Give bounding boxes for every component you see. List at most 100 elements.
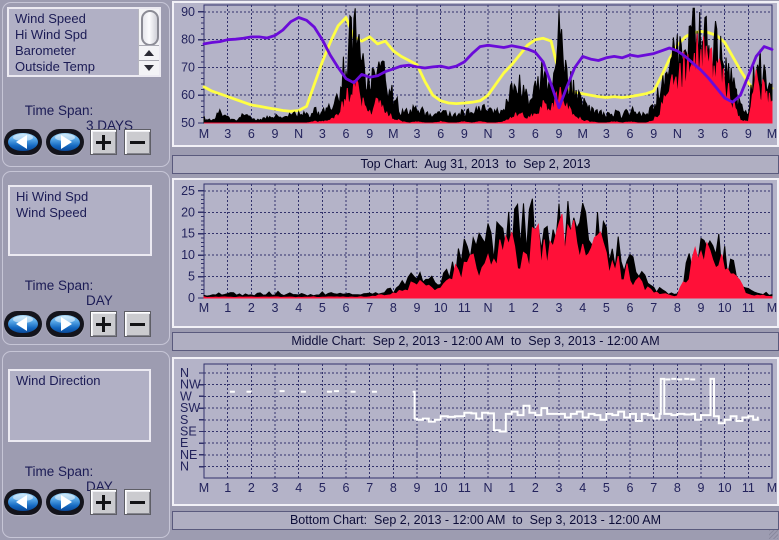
svg-text:N: N [673, 127, 682, 141]
series-list-item[interactable]: Wind Direction [16, 373, 101, 388]
svg-text:6: 6 [343, 481, 350, 495]
svg-text:10: 10 [181, 248, 195, 262]
middle-chart-caption: Middle Chart: Sep 2, 2013 - 12:00 AM to … [172, 332, 779, 351]
svg-text:N: N [483, 301, 492, 315]
svg-text:6: 6 [721, 127, 728, 141]
series-list-item[interactable]: Outside Temp [15, 59, 95, 74]
svg-text:5: 5 [603, 481, 610, 495]
svg-text:11: 11 [458, 301, 471, 315]
svg-text:6: 6 [437, 127, 444, 141]
pan-left-button[interactable] [4, 489, 42, 515]
svg-text:15: 15 [181, 227, 195, 241]
svg-text:3: 3 [319, 127, 326, 141]
middle-chart: M 1 2 3 4 5 6 7 8 9 10 11 N 1 2 3 4 5 6 7 8 9 10 11 M 0 5 10 15 20 25 [172, 178, 779, 328]
svg-text:0: 0 [188, 291, 195, 305]
minus-icon [130, 141, 145, 144]
bottom-chart-controls-group [2, 351, 170, 538]
svg-text:4: 4 [579, 301, 586, 315]
scroll-down-button[interactable] [139, 60, 159, 75]
svg-text:3: 3 [556, 481, 563, 495]
svg-text:9: 9 [698, 301, 705, 315]
bottom-series-listbox[interactable]: Wind Direction [8, 369, 151, 442]
zoom-in-button[interactable] [90, 311, 117, 337]
svg-text:M: M [199, 301, 209, 315]
scroll-up-button[interactable] [139, 45, 159, 60]
plus-icon-vertical [102, 135, 105, 150]
svg-text:5: 5 [319, 301, 326, 315]
middle-nav-buttons [4, 311, 164, 339]
right-arrow-icon [61, 317, 72, 331]
svg-text:9: 9 [414, 301, 421, 315]
svg-text:3: 3 [508, 127, 515, 141]
svg-text:7: 7 [650, 301, 657, 315]
svg-text:M: M [199, 481, 209, 495]
pan-left-button[interactable] [4, 311, 42, 337]
svg-text:6: 6 [343, 301, 350, 315]
svg-text:5: 5 [319, 481, 326, 495]
pan-right-button[interactable] [46, 129, 84, 155]
svg-text:SE: SE [180, 425, 197, 439]
svg-text:W: W [180, 389, 192, 403]
svg-text:3: 3 [272, 481, 279, 495]
svg-text:M: M [577, 127, 587, 141]
minus-icon [130, 323, 145, 326]
svg-text:20: 20 [181, 205, 195, 219]
scrollbar-thumb[interactable] [141, 10, 159, 46]
svg-text:2: 2 [248, 481, 255, 495]
svg-text:8: 8 [674, 301, 681, 315]
svg-text:3: 3 [698, 127, 705, 141]
zoom-in-button[interactable] [90, 489, 117, 515]
series-list-item[interactable]: Hi Wind Spd [16, 189, 89, 204]
svg-text:N: N [483, 481, 492, 495]
svg-text:2: 2 [248, 301, 255, 315]
svg-text:1: 1 [224, 481, 231, 495]
svg-text:8: 8 [674, 481, 681, 495]
svg-text:NW: NW [180, 378, 201, 392]
zoom-out-button[interactable] [124, 311, 151, 337]
minus-icon [130, 501, 145, 504]
svg-text:3: 3 [556, 301, 563, 315]
svg-text:80: 80 [181, 33, 195, 47]
plus-icon-vertical [102, 495, 105, 510]
time-span-label: Time Span: [24, 103, 94, 118]
svg-text:6: 6 [532, 127, 539, 141]
svg-text:M: M [388, 127, 398, 141]
svg-text:N: N [294, 127, 303, 141]
svg-text:7: 7 [366, 301, 373, 315]
svg-text:4: 4 [579, 481, 586, 495]
svg-text:9: 9 [272, 127, 279, 141]
time-span-value: DAY [86, 293, 113, 308]
zoom-in-button[interactable] [90, 129, 117, 155]
zoom-out-button[interactable] [124, 489, 151, 515]
zoom-out-button[interactable] [124, 129, 151, 155]
listbox-scrollbar[interactable] [138, 9, 159, 75]
svg-text:M: M [767, 301, 777, 315]
pan-right-button[interactable] [46, 489, 84, 515]
top-chart-controls-group [2, 2, 170, 167]
svg-text:10: 10 [718, 481, 732, 495]
svg-text:2: 2 [532, 301, 539, 315]
pan-left-button[interactable] [4, 129, 42, 155]
series-list-item[interactable]: Wind Speed [15, 11, 86, 26]
svg-text:6: 6 [627, 481, 634, 495]
window-resize-grip[interactable] [769, 530, 778, 539]
bottom-chart-caption: Bottom Chart: Sep 2, 2013 - 12:00 AM to … [172, 511, 779, 530]
middle-time-span-row: Time Span: DAY [10, 263, 113, 323]
top-series-listbox[interactable]: Wind Speed Hi Wind Spd Barometer Outside Te… [7, 7, 161, 77]
series-list-item[interactable]: Wind Speed [16, 205, 87, 220]
svg-text:4: 4 [295, 481, 302, 495]
svg-text:6: 6 [343, 127, 350, 141]
svg-text:N: N [180, 460, 189, 474]
svg-text:8: 8 [390, 481, 397, 495]
svg-text:6: 6 [627, 301, 634, 315]
svg-text:E: E [180, 436, 188, 450]
down-arrow-icon [144, 65, 154, 71]
pan-right-button[interactable] [46, 311, 84, 337]
top-chart: M 3 6 9 N 3 6 9 M 3 6 9 N 3 6 9 M 3 6 9 N 3 6 9 M 50 60 70 80 90 [172, 1, 779, 147]
middle-series-listbox[interactable]: Hi Wind Spd Wind Speed [8, 185, 152, 256]
series-list-item[interactable]: Barometer [15, 43, 76, 58]
svg-text:3: 3 [414, 127, 421, 141]
series-list-item[interactable]: Hi Wind Spd [15, 27, 88, 42]
